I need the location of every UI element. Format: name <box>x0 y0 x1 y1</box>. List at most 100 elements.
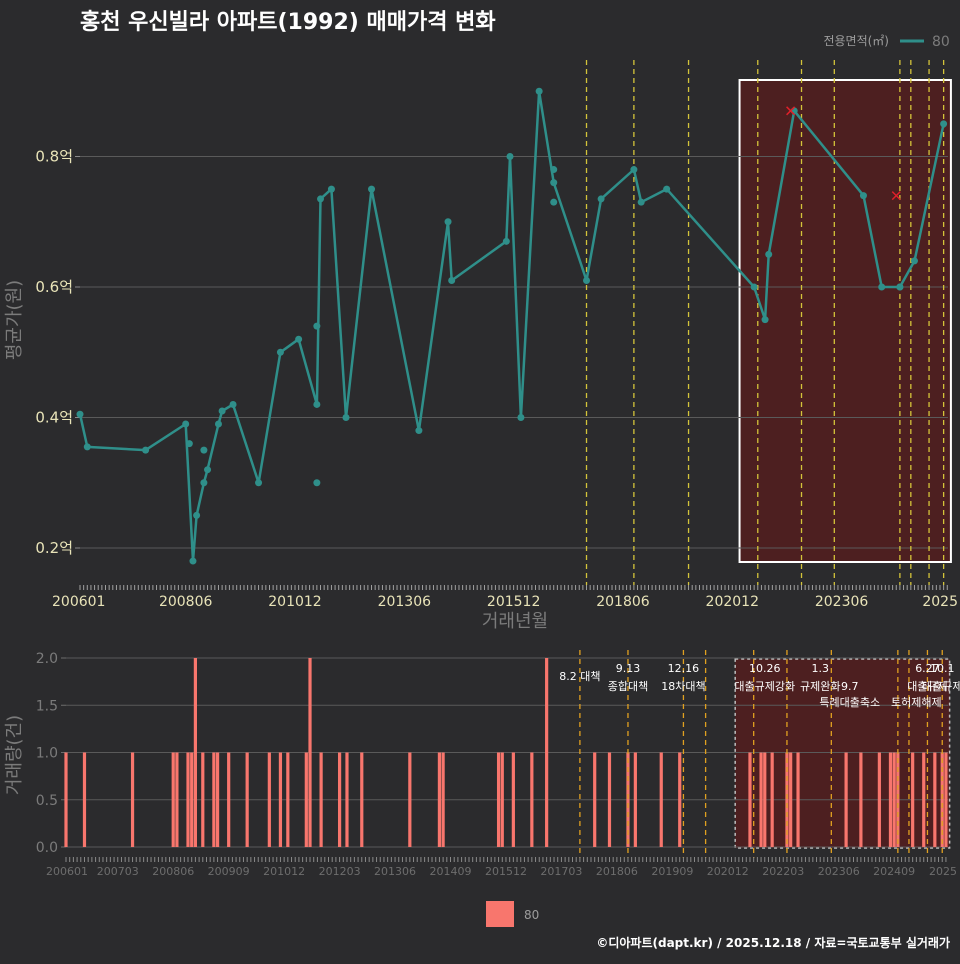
cancelled-marker <box>891 191 901 201</box>
price-point <box>550 166 558 174</box>
volume-bar <box>441 752 445 847</box>
volume-bar <box>319 752 323 847</box>
volume-bar <box>859 752 863 847</box>
price-point <box>896 283 904 291</box>
x-tick-label: 201806 <box>596 594 650 610</box>
price-point <box>368 185 376 193</box>
y-tick-label: 0.8억 <box>35 148 73 166</box>
x-tick-label: 202306 <box>815 594 869 610</box>
volume-x-tick-label: 200806 <box>152 865 194 878</box>
volume-x-tick-label: 200703 <box>97 865 139 878</box>
price-point <box>229 400 237 408</box>
volume-bar <box>789 752 793 847</box>
y-tick-label: 0.2억 <box>35 539 73 557</box>
volume-bar <box>345 752 349 847</box>
price-point <box>182 420 190 428</box>
price-point <box>204 466 212 474</box>
x-tick-label: 201012 <box>268 594 321 610</box>
volume-bar <box>763 752 767 847</box>
volume-x-tick-label: 201203 <box>319 865 361 878</box>
price-point <box>444 218 452 226</box>
legend-series-label: 80 <box>932 34 950 50</box>
volume-bar <box>496 752 501 847</box>
price-point <box>142 446 150 454</box>
price-point <box>83 443 91 451</box>
volume-x-tick-label: 202409 <box>873 865 915 878</box>
policy-annotation: 18차대책 <box>661 680 705 693</box>
volume-bar <box>911 752 915 847</box>
volume-bar <box>408 752 412 847</box>
policy-annotation: 10.1 <box>930 662 955 675</box>
x-tick-label: 202012 <box>706 594 759 610</box>
volume-bar <box>201 752 205 847</box>
volume-bar <box>278 752 283 847</box>
price-point <box>415 427 423 435</box>
price-point <box>517 414 525 421</box>
price-point <box>550 179 558 187</box>
volume-bar <box>286 752 290 847</box>
x-tick-label: 200601 <box>52 594 105 610</box>
volume-bar <box>877 752 881 847</box>
price-point <box>765 250 773 258</box>
volume-x-tick-label: 201512 <box>485 865 527 878</box>
price-point <box>255 479 263 487</box>
price-point <box>276 348 284 356</box>
price-point <box>448 276 456 284</box>
volume-bar <box>64 752 68 847</box>
price-point <box>185 440 193 448</box>
x-tick-label: 2025 <box>922 594 958 610</box>
volume-x-tick-label: 200601 <box>46 865 88 878</box>
y-axis-label: 평균가(원) <box>4 280 25 360</box>
volume-bar <box>892 752 896 847</box>
policy-annotation: 토허제해제 <box>891 695 942 709</box>
policy-annotation: 종합대책 <box>608 680 648 693</box>
price-point <box>790 107 798 115</box>
policy-annotation: 10.26 <box>749 662 781 675</box>
price-point <box>630 166 638 174</box>
x-tick-label: 200806 <box>159 594 213 610</box>
volume-bar <box>437 752 442 847</box>
legend-title: 전용면적(㎡) <box>823 34 889 48</box>
price-point <box>200 479 208 487</box>
volume-x-tick-label: 201306 <box>374 865 416 878</box>
volume-bar <box>659 752 663 847</box>
price-point <box>550 198 558 206</box>
volume-x-tick-label: 201012 <box>263 865 305 878</box>
volume-bar <box>530 752 534 847</box>
price-point <box>761 316 769 324</box>
legend-bar-swatch <box>486 901 514 927</box>
price-point <box>940 120 948 128</box>
volume-bar <box>896 752 900 847</box>
x-axis-label: 거래년월 <box>482 611 548 632</box>
volume-bar <box>186 752 190 847</box>
volume-bar <box>215 752 220 847</box>
volume-bar <box>545 658 549 847</box>
volume-bar <box>82 752 87 847</box>
volume-x-tick-label: 2025 <box>929 865 957 878</box>
volume-x-tick-label: 201806 <box>596 865 638 878</box>
price-chart-panel: 0.2억 0.4억 0.6억 0.8억 200601 200806 201012 201306… <box>35 60 958 610</box>
price-point <box>218 407 226 415</box>
volume-x-tick-label: 201703 <box>540 865 582 878</box>
volume-bar <box>933 752 937 847</box>
policy-annotation: 대출규제 <box>907 680 947 693</box>
volume-bar <box>212 752 216 847</box>
volume-x-tick-label: 202012 <box>707 865 749 878</box>
volume-bar <box>759 752 763 847</box>
volume-bar <box>678 752 682 847</box>
volume-y-axis-label: 거래량(건) <box>4 715 25 795</box>
volume-bar <box>511 752 515 847</box>
volume-bar <box>626 752 630 847</box>
volume-bar <box>360 752 364 847</box>
price-point <box>295 335 303 343</box>
policy-annotation: 12.16 <box>668 662 700 675</box>
price-point <box>342 414 350 421</box>
price-point <box>637 198 645 206</box>
volume-bar <box>171 752 175 847</box>
volume-bar <box>190 752 194 847</box>
cancelled-marker <box>786 106 796 116</box>
price-point <box>878 283 886 291</box>
price-point <box>663 185 671 193</box>
volume-bar <box>245 752 249 847</box>
